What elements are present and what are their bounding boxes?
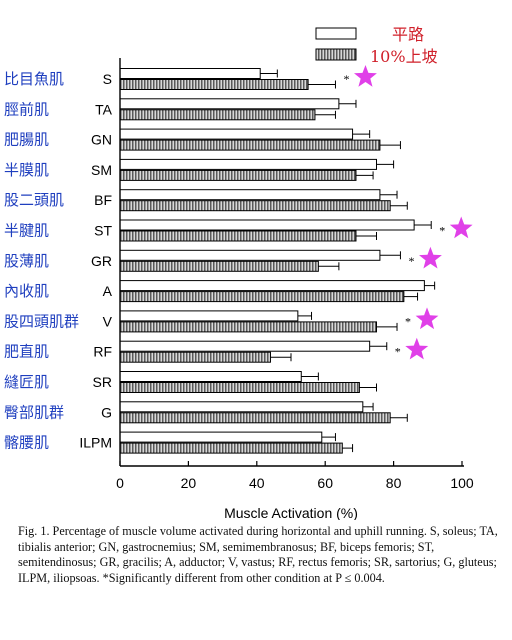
category-label-abbr: BF (94, 192, 112, 208)
bar-flat (119, 158, 377, 170)
star-icon (354, 65, 377, 87)
caption-text: Percentage of muscle volume activated du… (18, 524, 498, 585)
significance-asterisk: * (343, 72, 349, 86)
x-axis-label: Muscle Activation (%) (224, 505, 358, 520)
bar-flat (119, 280, 425, 292)
significance-asterisk: * (408, 254, 414, 268)
category-label-abbr: ST (94, 223, 112, 239)
bar-flat (119, 310, 299, 322)
category-label-jp: 股二頭肌 (4, 191, 64, 209)
category-label-abbr: SR (93, 374, 112, 390)
bar-uphill (119, 351, 271, 363)
star-icon (419, 246, 442, 269)
category-label-jp: 半膜肌 (4, 161, 49, 179)
x-tick-label: 40 (249, 475, 265, 491)
category-label-abbr: TA (95, 101, 113, 117)
bar-uphill (119, 230, 357, 242)
bar-uphill (119, 321, 377, 333)
category-label-abbr: A (103, 283, 113, 299)
category-label-abbr: GN (91, 132, 112, 148)
bar-uphill (119, 200, 391, 212)
legend-label-uphill: 10%上坡 (370, 47, 438, 66)
category-label-jp: 半腱肌 (4, 222, 49, 240)
bar-flat (119, 189, 381, 201)
category-label-abbr: S (103, 71, 112, 87)
category-label-jp: 髂腰肌 (4, 434, 49, 452)
category-label-jp: 脛前肌 (4, 100, 49, 118)
figure-caption: Fig. 1. Percentage of muscle volume acti… (18, 524, 504, 586)
significance-asterisk: * (395, 345, 401, 359)
bar-flat (119, 431, 323, 443)
category-label-abbr: G (101, 404, 112, 420)
category-label-jp: 肥腸肌 (4, 131, 49, 149)
star-icon (449, 216, 473, 239)
category-label-jp: 股四頭肌群 (4, 312, 79, 330)
bar-flat (119, 249, 381, 261)
category-label-jp: 股薄肌 (4, 252, 49, 270)
bar-uphill (119, 291, 405, 303)
bar-flat (119, 128, 354, 140)
category-label-abbr: GR (91, 253, 112, 269)
bar-flat (119, 371, 302, 382)
bar-flat (119, 68, 261, 79)
star-icon (415, 307, 439, 330)
category-label-abbr: V (103, 313, 113, 329)
bar-flat (119, 401, 364, 413)
caption-lead: Fig. 1. (18, 524, 50, 538)
legend-swatch-flat (315, 27, 357, 40)
bar-uphill (119, 382, 360, 393)
x-tick-label: 20 (181, 475, 197, 491)
category-label-jp: 臀部肌群 (4, 403, 64, 421)
bar-uphill (119, 79, 309, 90)
category-label-jp: 比目魚肌 (4, 70, 64, 88)
bar-uphill (119, 139, 381, 151)
bar-flat (119, 98, 340, 110)
category-label-abbr: SM (91, 162, 112, 178)
category-labels: 比目魚肌 S 脛前肌 TA 肥腸肌 GN 半膜肌 SM 股二頭肌 BF 半腱肌 ST 股薄肌 GR 內收肌 A… (4, 70, 113, 452)
bar-uphill (119, 260, 319, 272)
muscle-activation-chart: 平路 10%上坡 * * * * * 比目魚肌 S 脛前肌 TA 肥腸肌 GN 半膜肌 SM 股二頭肌 BF… (4, 25, 474, 520)
x-axis: 0 20 40 60 80 100 Muscle Activation (%) (116, 58, 474, 520)
x-tick-label: 80 (386, 475, 402, 491)
star-icon (405, 337, 429, 360)
plot-area: * * * * * (119, 65, 473, 454)
category-label-abbr: ILPM (79, 435, 112, 451)
category-label-jp: 縫匠肌 (4, 373, 49, 391)
category-label-abbr: RF (93, 344, 112, 360)
bar-uphill (119, 109, 316, 121)
x-tick-label: 100 (450, 475, 474, 491)
bar-uphill (119, 169, 357, 181)
legend: 平路 10%上坡 (315, 25, 438, 66)
category-label-jp: 內收肌 (4, 282, 49, 300)
significance-asterisk: * (439, 224, 445, 238)
bar-flat (119, 219, 415, 231)
legend-swatch-uphill (315, 48, 357, 61)
x-tick-label: 0 (116, 475, 124, 491)
x-tick-label: 60 (317, 475, 333, 491)
significance-asterisk: * (405, 314, 411, 328)
bar-uphill (119, 442, 343, 454)
bar-flat (119, 340, 371, 352)
category-label-jp: 肥直肌 (4, 343, 49, 361)
legend-label-flat: 平路 (392, 25, 424, 44)
bar-uphill (119, 412, 391, 424)
